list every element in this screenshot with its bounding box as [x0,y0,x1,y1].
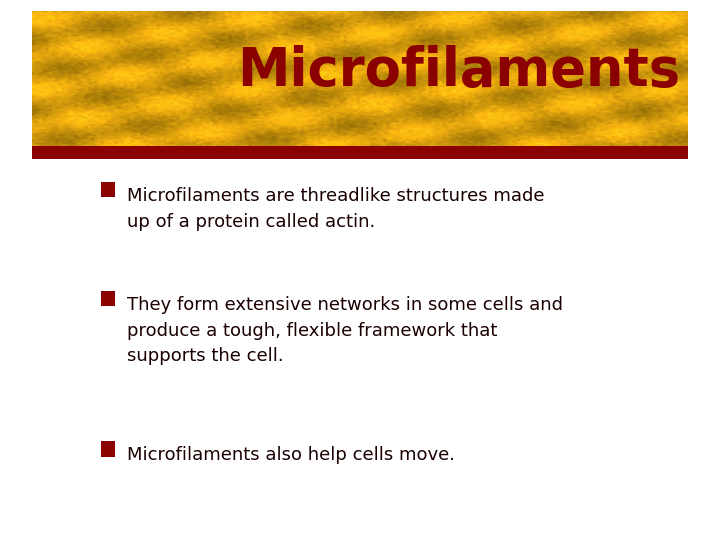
Text: They form extensive networks in some cells and
produce a tough, flexible framewo: They form extensive networks in some cel… [127,296,564,366]
Bar [101,441,115,457]
Text: Microfilaments: Microfilaments [237,45,680,97]
Bar [101,291,115,306]
Text: Microfilaments also help cells move.: Microfilaments also help cells move. [127,446,456,464]
Bar [101,182,115,198]
Text: Microfilaments are threadlike structures made
up of a protein called actin.: Microfilaments are threadlike structures… [127,187,545,231]
Bar [32,146,688,159]
